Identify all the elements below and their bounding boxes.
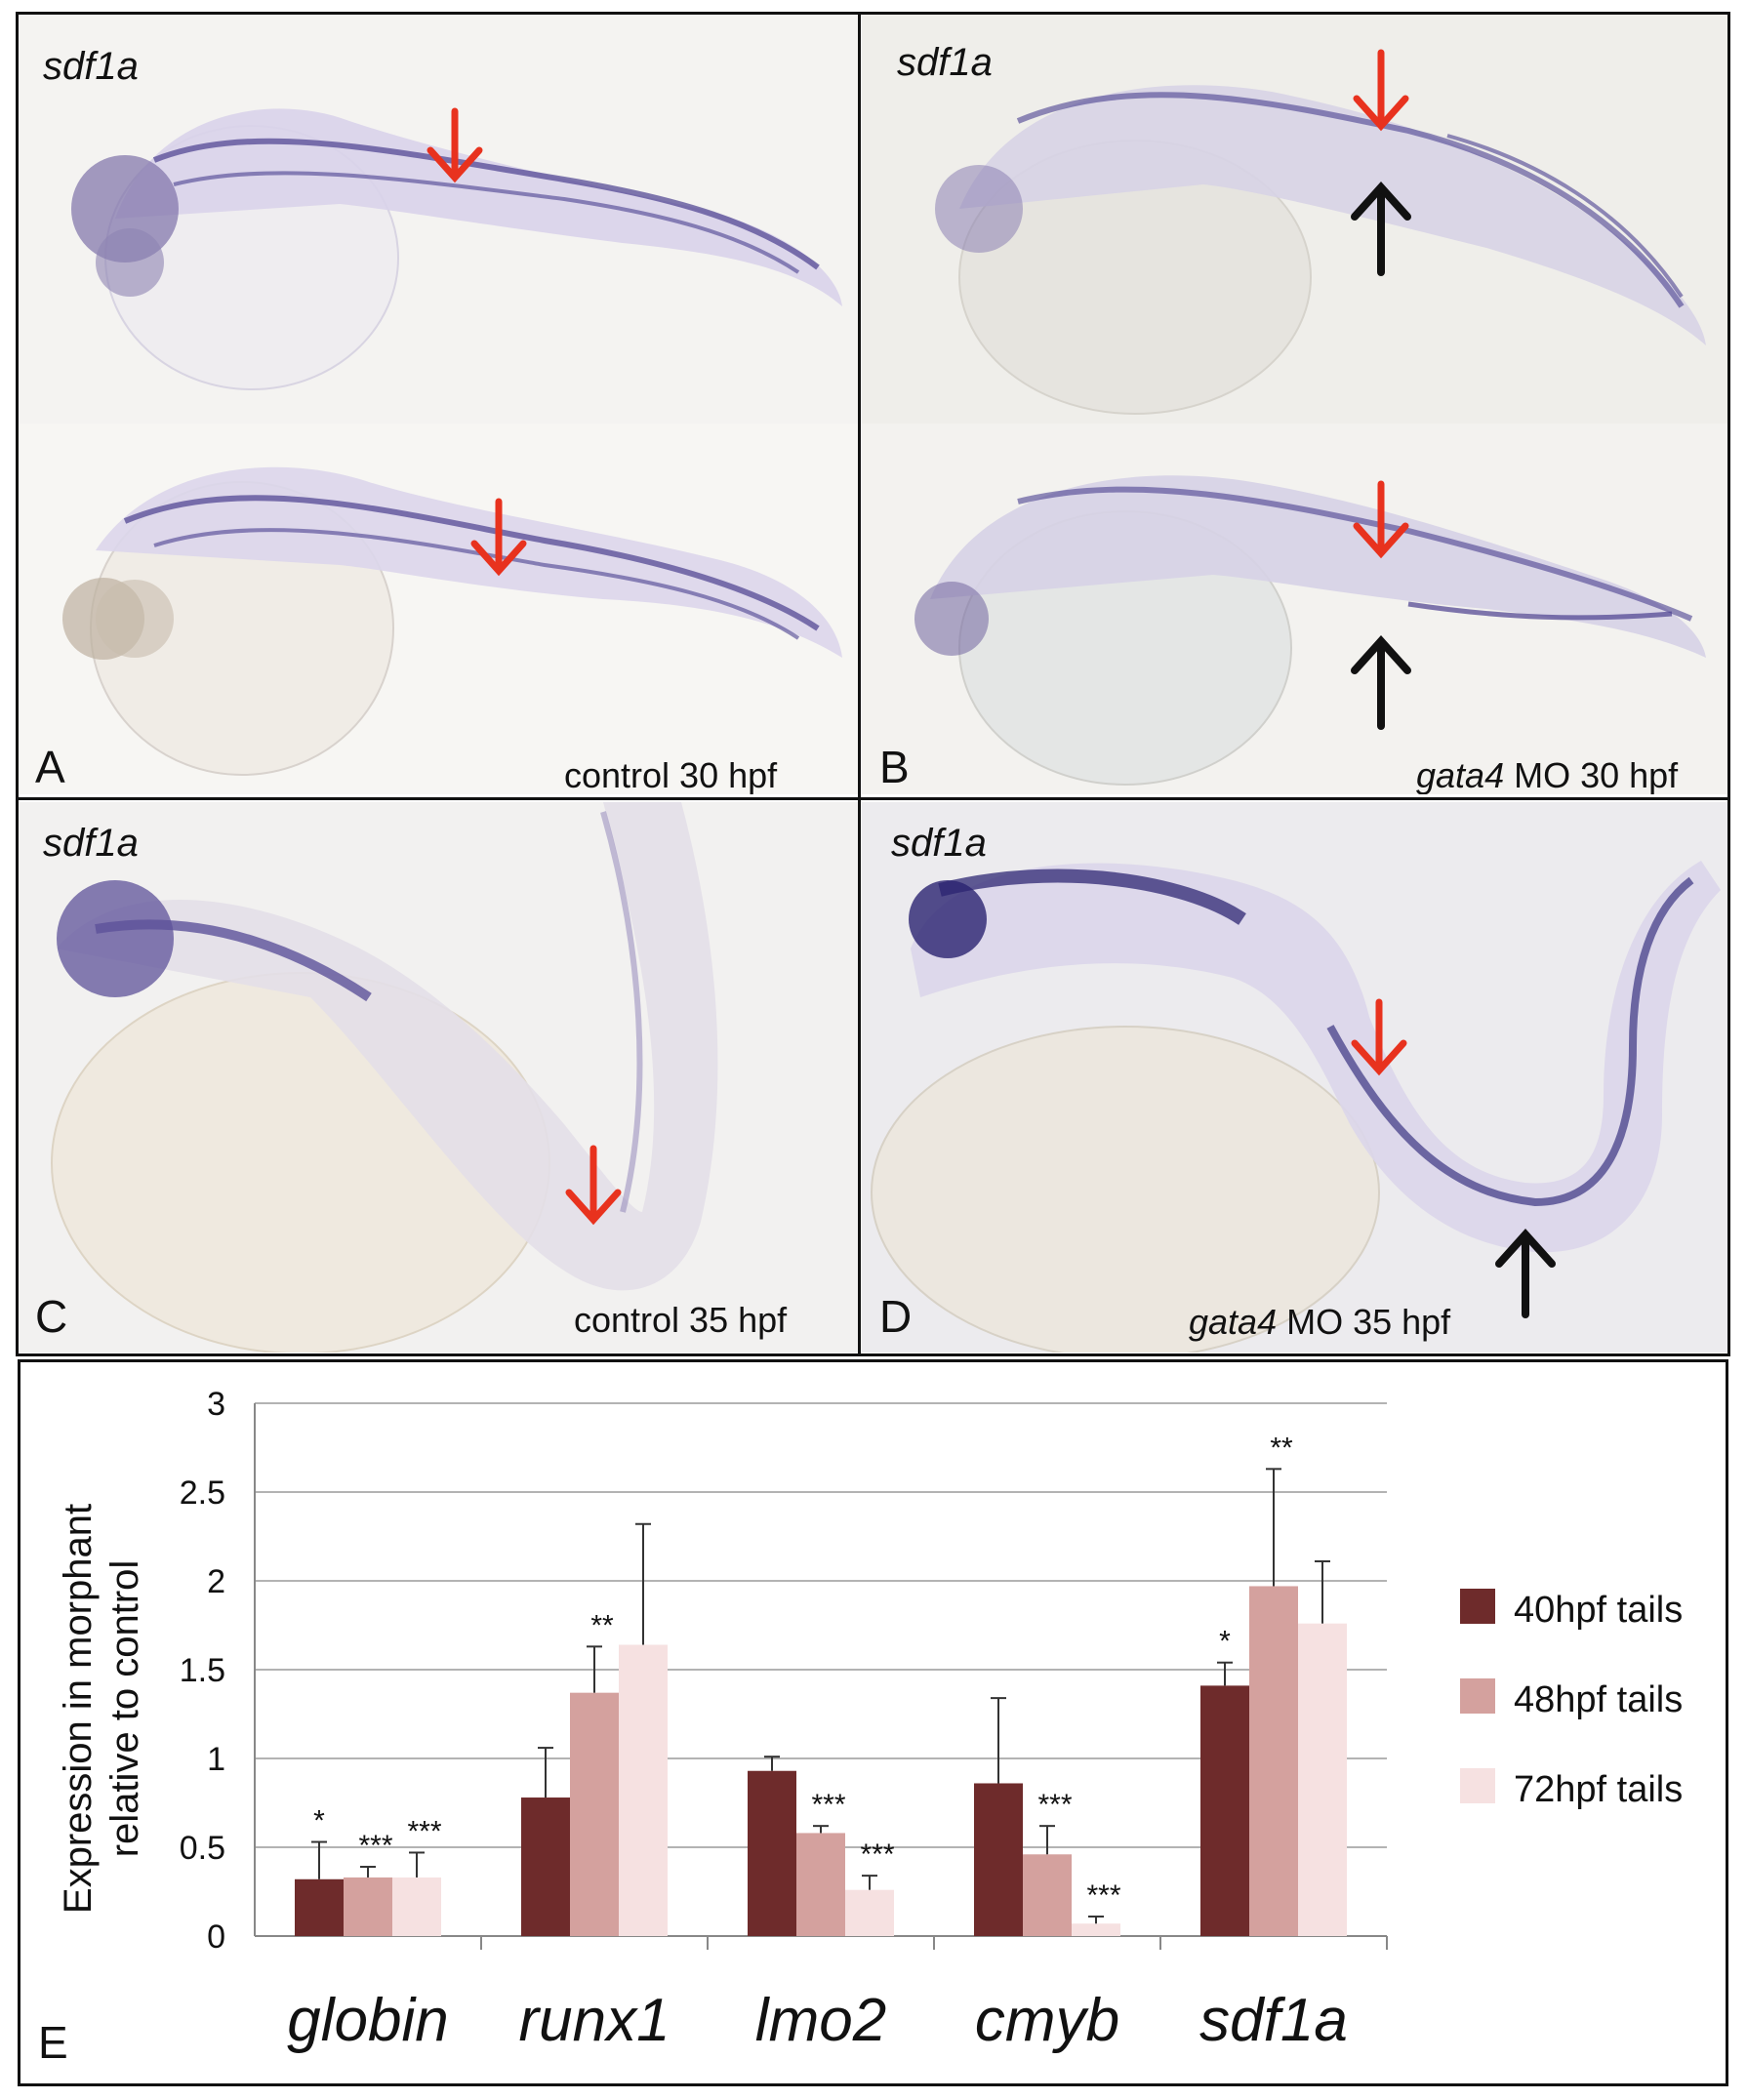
red-arrow-icon	[1353, 480, 1409, 559]
legend-swatch	[1460, 1768, 1495, 1803]
panel-a-image	[18, 107, 859, 794]
category-label: globin	[287, 1987, 448, 2054]
y-tick-label: 0.5	[180, 1830, 225, 1867]
black-arrow-icon	[1495, 1229, 1556, 1318]
significance-label: **	[1270, 1432, 1293, 1464]
gene-label-c: sdf1a	[43, 822, 139, 865]
bar	[392, 1877, 441, 1936]
black-arrow-icon	[1351, 635, 1411, 730]
y-axis-label-line1: Expression in morphant	[57, 1504, 100, 1914]
y-tick-label: 2.5	[180, 1474, 225, 1512]
red-arrow-icon	[427, 107, 483, 183]
legend-label: 40hpf tails	[1514, 1590, 1683, 1631]
grid-horizontal-divider	[16, 797, 1730, 800]
caption-d: gata4 MO 35 hpf	[1189, 1302, 1451, 1342]
bar	[1200, 1685, 1249, 1936]
legend-label: 48hpf tails	[1514, 1679, 1683, 1720]
panel-b-image	[862, 49, 1728, 794]
bar	[1072, 1923, 1120, 1936]
legend-swatch	[1460, 1589, 1495, 1624]
bar	[344, 1877, 392, 1936]
gene-label-d: sdf1a	[891, 822, 987, 865]
bar-chart: 00.511.522.53**** ***globin**runx1******l…	[57, 1386, 1683, 2054]
y-tick-label: 1.5	[180, 1652, 225, 1689]
y-tick-label: 1	[207, 1741, 225, 1778]
image-grid-frame	[16, 12, 1730, 1356]
red-arrow-icon	[565, 1145, 622, 1226]
panel-d-image	[871, 861, 1721, 1353]
category-label: runx1	[518, 1987, 670, 2054]
caption-c: control 35 hpf	[574, 1300, 788, 1340]
category-label: lmo2	[755, 1987, 886, 2054]
gene-label-a: sdf1a	[43, 45, 139, 88]
bar	[521, 1797, 570, 1936]
bar	[295, 1878, 344, 1936]
category-label: sdf1a	[1199, 1987, 1348, 2054]
bar	[570, 1692, 619, 1936]
significance-label: *	[1219, 1626, 1231, 1658]
legend-label: 72hpf tails	[1514, 1769, 1683, 1810]
chart-panel: 0 0.5 1 1.5 2 2.5 3 * *** *** globin ** runx1 *** *** l…	[18, 1359, 1728, 2086]
bar	[1298, 1623, 1347, 1936]
y-axis-label-line2: relative to control	[103, 1560, 146, 1858]
panel-d: sdf1a D gata4 MO 35 hpf	[862, 802, 1728, 1353]
significance-label: ***	[811, 1789, 845, 1821]
y-tick-label: 3	[207, 1386, 225, 1423]
significance-label: ***	[1086, 1879, 1120, 1912]
significance-label: ***	[358, 1830, 392, 1862]
panel-b: sdf1a B gata4 MO 30 hpf	[862, 14, 1728, 794]
red-arrow-icon	[1353, 49, 1409, 132]
red-arrow-icon	[1351, 998, 1407, 1076]
red-arrow-icon	[470, 498, 527, 577]
grid-vertical-divider	[858, 12, 861, 1356]
significance-label: ***	[1037, 1789, 1072, 1821]
panel-letter-b: B	[879, 742, 910, 792]
y-tick-label: 2	[207, 1563, 225, 1600]
significance-label: ***	[407, 1815, 441, 1847]
black-arrow-icon	[1351, 182, 1411, 276]
legend-swatch	[1460, 1678, 1495, 1714]
bar	[974, 1783, 1023, 1936]
significance-label: ***	[860, 1838, 894, 1871]
bar	[845, 1889, 894, 1936]
panel-c-image	[51, 802, 718, 1353]
significance-label: *	[313, 1805, 325, 1838]
category-label: cmyb	[975, 1987, 1119, 2054]
panel-c: sdf1a C control 35 hpf	[18, 802, 859, 1353]
bar	[1249, 1586, 1298, 1936]
panel-a: sdf1a A control 30 hpf	[18, 14, 859, 794]
y-tick-label: 0	[207, 1918, 225, 1956]
caption-b: gata4 MO 30 hpf	[1416, 755, 1679, 794]
panel-letter-c: C	[35, 1291, 68, 1342]
bar	[619, 1644, 668, 1936]
panel-letter-a: A	[35, 742, 65, 792]
caption-a: control 30 hpf	[564, 755, 778, 794]
panel-letter-e: E	[38, 2017, 68, 2068]
gene-label-b: sdf1a	[897, 41, 993, 84]
panel-letter-d: D	[879, 1291, 913, 1342]
bar	[748, 1770, 796, 1936]
bar	[1023, 1854, 1072, 1936]
bar	[796, 1833, 845, 1936]
significance-label: **	[590, 1609, 614, 1641]
